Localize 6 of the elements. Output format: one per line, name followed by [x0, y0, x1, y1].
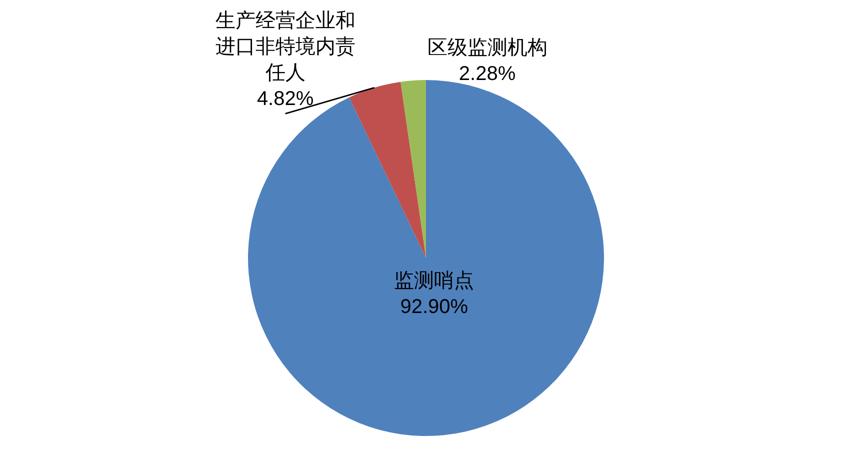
slice-label: 区级监测机构 [426, 36, 548, 62]
data-label: 92.90% [399, 294, 470, 320]
slice-label: 监测哨点 [393, 268, 476, 294]
data-label: 2.28% [458, 62, 517, 88]
data-label: 4.82% [256, 86, 315, 112]
slice-label: 生产经营企业和进口非特境内责任人 [214, 8, 356, 86]
